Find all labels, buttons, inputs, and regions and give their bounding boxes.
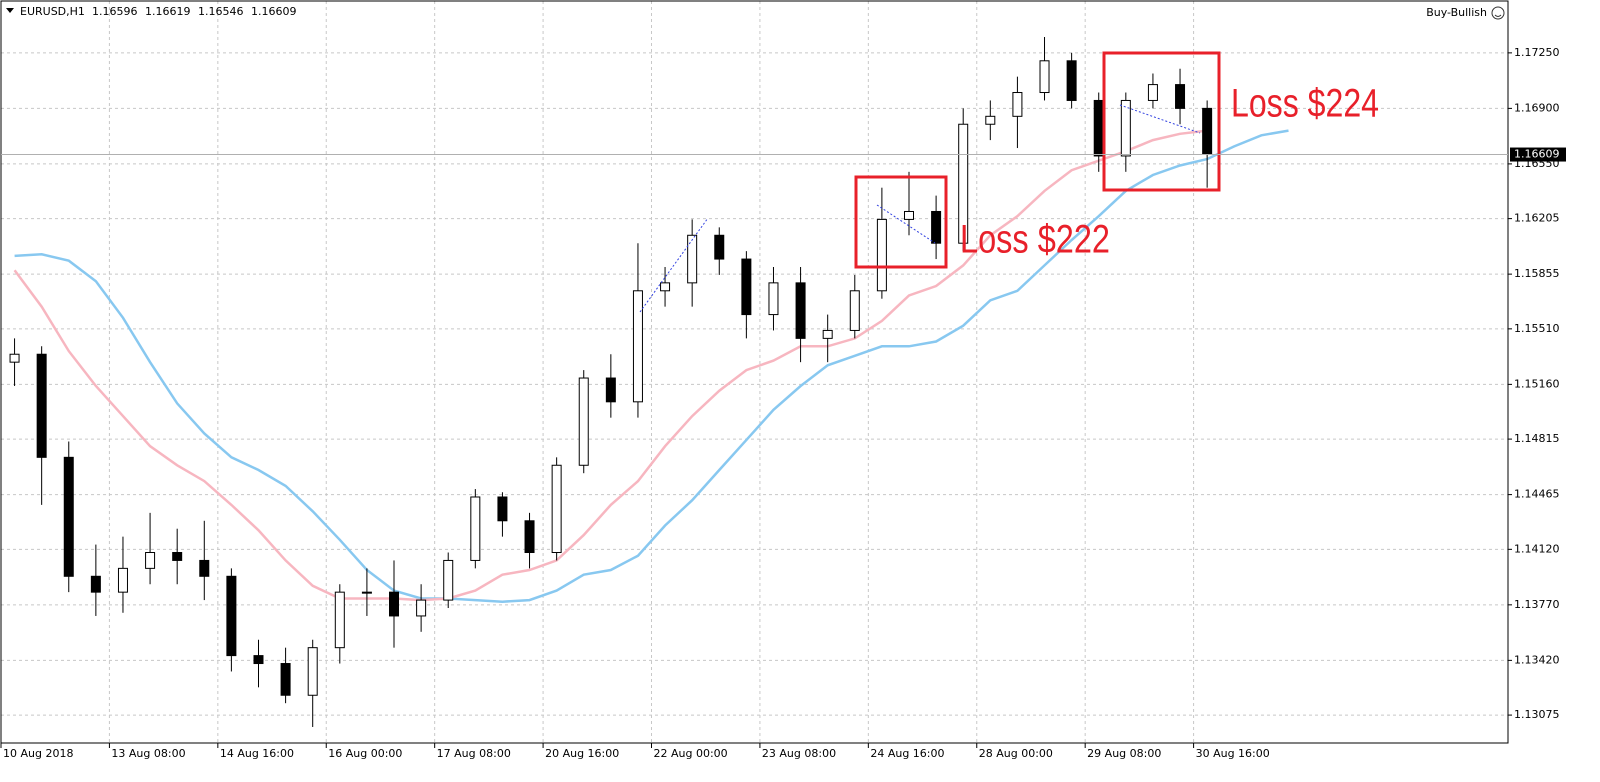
candle-body xyxy=(1066,60,1077,101)
x-tick-label: 22 Aug 00:00 xyxy=(654,747,728,760)
candle-body xyxy=(443,559,454,601)
candle-body xyxy=(822,329,833,339)
candle-body xyxy=(795,282,806,339)
smiley-icon xyxy=(1491,6,1505,20)
candle-body xyxy=(876,218,887,292)
x-tick-label: 28 Aug 00:00 xyxy=(979,747,1053,760)
symbol: EURUSD,H1 xyxy=(20,5,85,18)
x-tick-label: 17 Aug 08:00 xyxy=(437,747,511,760)
y-tick-label: 1.13770 xyxy=(1514,598,1560,611)
annotation-box xyxy=(854,175,948,269)
candle-body xyxy=(470,496,481,561)
x-tick-label: 30 Aug 16:00 xyxy=(1196,747,1270,760)
candle-body xyxy=(1012,92,1023,117)
y-tick-label: 1.13075 xyxy=(1514,708,1560,721)
candle-body xyxy=(199,559,210,577)
indicator-lines xyxy=(13,129,1289,603)
moving-average xyxy=(13,129,1208,602)
candle-body xyxy=(9,353,20,363)
candle-body xyxy=(361,591,372,594)
y-tick-label: 1.15855 xyxy=(1514,267,1560,280)
y-tick-label: 1.15510 xyxy=(1514,322,1560,335)
y-tick-label: 1.15160 xyxy=(1514,377,1560,390)
candle-body xyxy=(1120,99,1131,157)
candle-body xyxy=(1175,84,1186,109)
x-tick-label: 24 Aug 16:00 xyxy=(870,747,944,760)
trade-lines xyxy=(639,104,1201,313)
candle-body xyxy=(253,655,264,665)
candles xyxy=(9,37,1213,727)
y-tick-label: 1.16900 xyxy=(1514,101,1560,114)
y-tick-label: 1.14465 xyxy=(1514,488,1560,501)
candle-body xyxy=(1147,84,1158,101)
candle-body xyxy=(280,663,291,696)
moving-average xyxy=(14,129,1289,603)
y-tick-label: 1.14815 xyxy=(1514,432,1560,445)
candle-body xyxy=(849,290,860,331)
candle-body xyxy=(551,464,562,554)
x-tick-label: 14 Aug 16:00 xyxy=(220,747,294,760)
x-tick-label: 29 Aug 08:00 xyxy=(1087,747,1161,760)
candle-body xyxy=(226,575,237,657)
indicator-name: Buy-Bullish xyxy=(1426,6,1487,19)
candle-body xyxy=(985,115,996,125)
x-tick-label: 13 Aug 08:00 xyxy=(111,747,185,760)
candle-body xyxy=(1202,107,1213,155)
candle-body xyxy=(578,377,589,466)
candle-body xyxy=(741,258,752,316)
y-tick-label: 1.14120 xyxy=(1514,542,1560,555)
y-tick-label: 1.16205 xyxy=(1514,212,1560,225)
candle-body xyxy=(389,591,400,617)
header-close: 1.16609 xyxy=(251,5,297,18)
smiley-mouth xyxy=(1494,14,1502,17)
candle-body xyxy=(768,282,779,316)
header-open: 1.16596 xyxy=(92,5,138,18)
candle-body xyxy=(958,123,969,244)
candle-body xyxy=(714,234,725,260)
candle-body xyxy=(1039,60,1050,94)
candle-body xyxy=(632,290,643,403)
plot-border xyxy=(0,0,1509,744)
candle-body xyxy=(660,282,671,292)
candle-body xyxy=(307,647,318,696)
y-tick-label: 1.13420 xyxy=(1514,653,1560,666)
candle-body xyxy=(145,552,156,569)
candle-body xyxy=(903,210,914,220)
candle-body xyxy=(334,591,345,649)
candle-body xyxy=(687,234,698,284)
annotation: Loss $222 xyxy=(960,218,1110,262)
menu-triangle xyxy=(6,8,14,13)
last-price-box xyxy=(1510,147,1566,162)
candle-body xyxy=(524,520,535,554)
candle-body xyxy=(497,496,508,522)
annotation: Loss $224 xyxy=(1231,82,1379,126)
x-tick-label: 10 Aug 2018 xyxy=(3,747,73,760)
candle-body xyxy=(172,552,183,561)
candle-body xyxy=(36,353,47,458)
candle-body xyxy=(90,575,101,593)
header-high: 1.16619 xyxy=(145,5,191,18)
x-tick-label: 23 Aug 08:00 xyxy=(762,747,836,760)
candle-body xyxy=(117,567,128,593)
annotation-box xyxy=(1102,51,1221,192)
grid xyxy=(0,1,1508,743)
candle-body xyxy=(416,599,427,617)
candle-body xyxy=(605,377,616,403)
x-tick-label: 20 Aug 16:00 xyxy=(545,747,619,760)
header-low: 1.16546 xyxy=(198,5,244,18)
candle-body xyxy=(63,456,74,577)
candle-body xyxy=(1093,99,1104,157)
last-price-label: 1.16609 xyxy=(1514,148,1560,161)
x-tick-label: 16 Aug 00:00 xyxy=(328,747,402,760)
candle-body xyxy=(931,210,942,244)
y-tick-label: 1.17250 xyxy=(1514,46,1560,59)
